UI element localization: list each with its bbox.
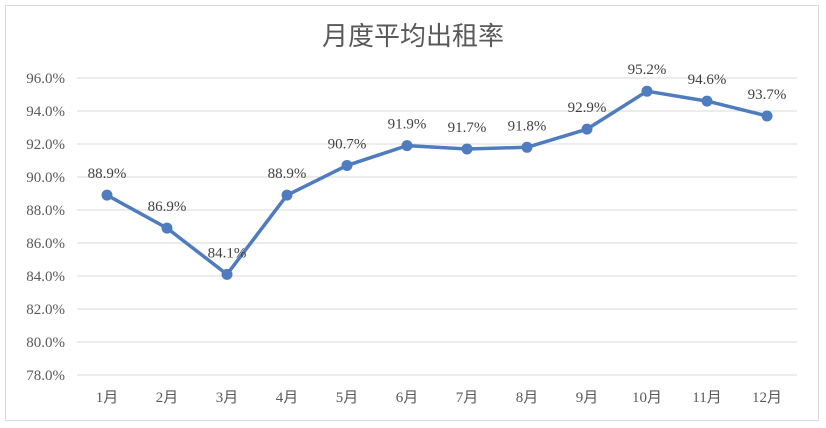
data-labels: 88.9% 86.9% 84.1% 88.9% 90.7% 91.9% 91.7% 91.8%… xyxy=(88,62,787,261)
x-tick-label: 1月 xyxy=(96,390,119,406)
data-point xyxy=(581,123,593,135)
series-line-layer xyxy=(105,89,769,277)
data-label: 94.6% xyxy=(688,72,727,88)
data-label: 93.7% xyxy=(748,87,787,103)
x-tick-label: 9月 xyxy=(576,390,599,406)
data-label: 88.9% xyxy=(88,166,127,182)
y-tick-label: 90.0% xyxy=(26,170,65,186)
y-tick-label: 82.0% xyxy=(26,302,65,318)
x-tick-label: 7月 xyxy=(456,390,479,406)
y-tick-label: 84.0% xyxy=(26,269,65,285)
data-point xyxy=(761,110,773,122)
x-tick-label: 2月 xyxy=(156,390,179,406)
x-tick-label: 11月 xyxy=(692,390,721,406)
data-label: 92.9% xyxy=(568,100,607,116)
x-tick-label: 8月 xyxy=(516,390,539,406)
y-tick-label: 86.0% xyxy=(26,236,65,252)
y-tick-label: 92.0% xyxy=(26,137,65,153)
x-tick-label: 10月 xyxy=(632,390,662,406)
chart-title: 月度平均出租率 xyxy=(322,22,504,52)
x-tick-label: 5月 xyxy=(336,390,359,406)
data-label: 95.2% xyxy=(628,62,667,78)
data-label: 86.9% xyxy=(148,199,187,215)
x-axis-ticks: 1月 2月 3月 4月 5月 6月 7月 8月 9月 10月 11月 12月 xyxy=(96,390,782,406)
y-tick-label: 78.0% xyxy=(26,368,65,384)
x-tick-label: 4月 xyxy=(276,390,299,406)
y-axis-ticks: 78.0% 80.0% 82.0% 84.0% 86.0% 88.0% 90.0% 92.0%… xyxy=(26,71,65,384)
data-point xyxy=(401,140,413,152)
x-tick-label: 6月 xyxy=(396,390,419,406)
x-tick-label: 3月 xyxy=(216,390,239,406)
data-point xyxy=(641,85,653,97)
data-point xyxy=(221,268,233,280)
data-point xyxy=(461,143,473,155)
data-label: 91.9% xyxy=(388,117,427,133)
data-label: 91.7% xyxy=(448,120,487,136)
y-tick-label: 88.0% xyxy=(26,203,65,219)
data-points xyxy=(101,85,773,280)
data-label: 90.7% xyxy=(328,136,367,152)
data-label: 84.1% xyxy=(208,245,247,261)
y-tick-label: 96.0% xyxy=(26,71,65,87)
data-point xyxy=(161,222,173,234)
data-point xyxy=(281,189,293,201)
data-point xyxy=(341,159,353,171)
data-label: 91.8% xyxy=(508,118,547,134)
y-tick-label: 94.0% xyxy=(26,104,65,120)
data-point xyxy=(521,141,533,153)
data-point xyxy=(701,95,713,107)
data-point xyxy=(101,189,113,201)
x-tick-label: 12月 xyxy=(752,390,782,406)
gridlines xyxy=(77,77,797,376)
y-tick-label: 80.0% xyxy=(26,335,65,351)
data-label: 88.9% xyxy=(268,166,307,182)
series-line xyxy=(105,89,769,277)
